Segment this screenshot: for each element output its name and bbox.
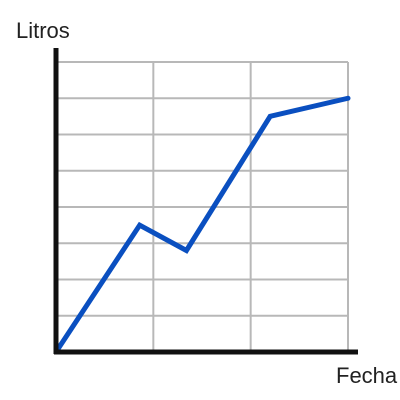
axes bbox=[53, 48, 358, 355]
series-line bbox=[53, 95, 351, 355]
series-group bbox=[53, 95, 351, 355]
x-axis-label: Fecha bbox=[336, 363, 398, 388]
grid bbox=[56, 61, 349, 352]
y-axis-label: Litros bbox=[16, 18, 70, 43]
